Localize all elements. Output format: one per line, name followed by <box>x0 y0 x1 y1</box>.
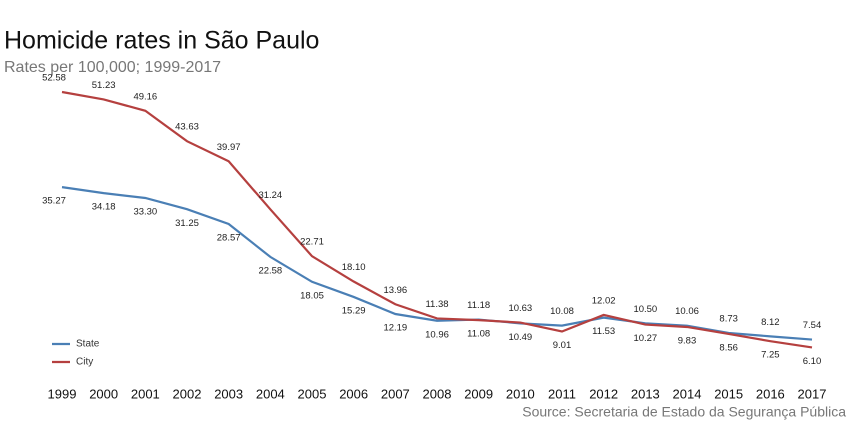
value-label: 8.12 <box>761 317 780 328</box>
x-tick-label: 2015 <box>714 386 743 401</box>
value-label: 22.71 <box>300 237 324 248</box>
x-tick-label: 2001 <box>131 386 160 401</box>
x-tick-label: 2000 <box>89 386 118 401</box>
value-label: 15.29 <box>342 305 366 316</box>
x-tick-label: 2010 <box>506 386 535 401</box>
value-label: 9.83 <box>678 335 697 346</box>
value-label: 13.96 <box>383 285 407 296</box>
value-label: 10.96 <box>425 329 449 340</box>
x-tick-label: 2011 <box>548 386 576 401</box>
value-label: 22.58 <box>258 265 282 276</box>
x-tick-label: 2017 <box>798 386 827 401</box>
legend-label: City <box>76 357 93 368</box>
value-label: 33.30 <box>133 206 157 217</box>
series-line <box>61 90 813 349</box>
value-label: 35.27 <box>42 196 66 207</box>
value-label: 31.24 <box>258 190 282 201</box>
source: Source: Secretaria de Estado da Seguranç… <box>522 404 846 420</box>
value-label: 12.02 <box>592 295 616 306</box>
chart-title: Homicide rates in São Paulo <box>4 27 319 55</box>
x-tick-label: 2002 <box>173 386 202 401</box>
x-tick-label: 2006 <box>339 386 368 401</box>
value-label: 10.08 <box>550 306 574 317</box>
value-label: 8.73 <box>719 314 738 325</box>
x-tick-label: 2013 <box>631 386 660 401</box>
chart-subtitle: Rates per 100,000; 1999-2017 <box>4 59 221 76</box>
value-label: 18.05 <box>300 290 324 301</box>
value-label: 10.27 <box>633 333 657 344</box>
value-label: 11.08 <box>467 329 490 340</box>
x-tick-label: 2016 <box>756 386 785 401</box>
value-label: 10.06 <box>675 306 699 317</box>
value-label: 31.25 <box>175 218 199 229</box>
x-tick-label: 2007 <box>381 386 410 401</box>
x-tick-label: 2005 <box>298 386 327 401</box>
x-tick-label: 1999 <box>48 386 77 401</box>
legend-label: State <box>76 339 100 350</box>
value-label: 9.01 <box>553 340 572 351</box>
value-label: 8.56 <box>719 342 738 353</box>
series-line <box>61 186 813 341</box>
value-label: 11.18 <box>467 300 490 311</box>
x-tick-label: 2012 <box>589 386 618 401</box>
value-label: 10.49 <box>508 332 532 343</box>
value-label: 11.38 <box>425 299 448 310</box>
x-tick-label: 2009 <box>464 386 493 401</box>
value-label: 12.19 <box>383 323 407 334</box>
x-tick-label: 2003 <box>214 386 243 401</box>
value-label: 34.18 <box>92 202 116 213</box>
value-label: 10.63 <box>508 303 532 314</box>
value-label: 11.53 <box>592 326 615 337</box>
value-label: 6.10 <box>803 356 822 367</box>
value-label: 43.63 <box>175 122 199 133</box>
x-tick-label: 2004 <box>256 386 285 401</box>
value-label: 52.58 <box>42 73 66 84</box>
x-tick-label: 2014 <box>673 386 702 401</box>
x-tick-label: 2008 <box>423 386 452 401</box>
value-label: 39.97 <box>217 142 241 153</box>
value-label: 49.16 <box>133 91 157 102</box>
value-label: 7.54 <box>803 320 822 331</box>
value-label: 51.23 <box>92 80 116 91</box>
value-label: 10.50 <box>633 304 657 315</box>
value-label: 18.10 <box>342 262 366 273</box>
value-label: 28.57 <box>217 232 241 243</box>
value-label: 7.25 <box>761 350 780 361</box>
